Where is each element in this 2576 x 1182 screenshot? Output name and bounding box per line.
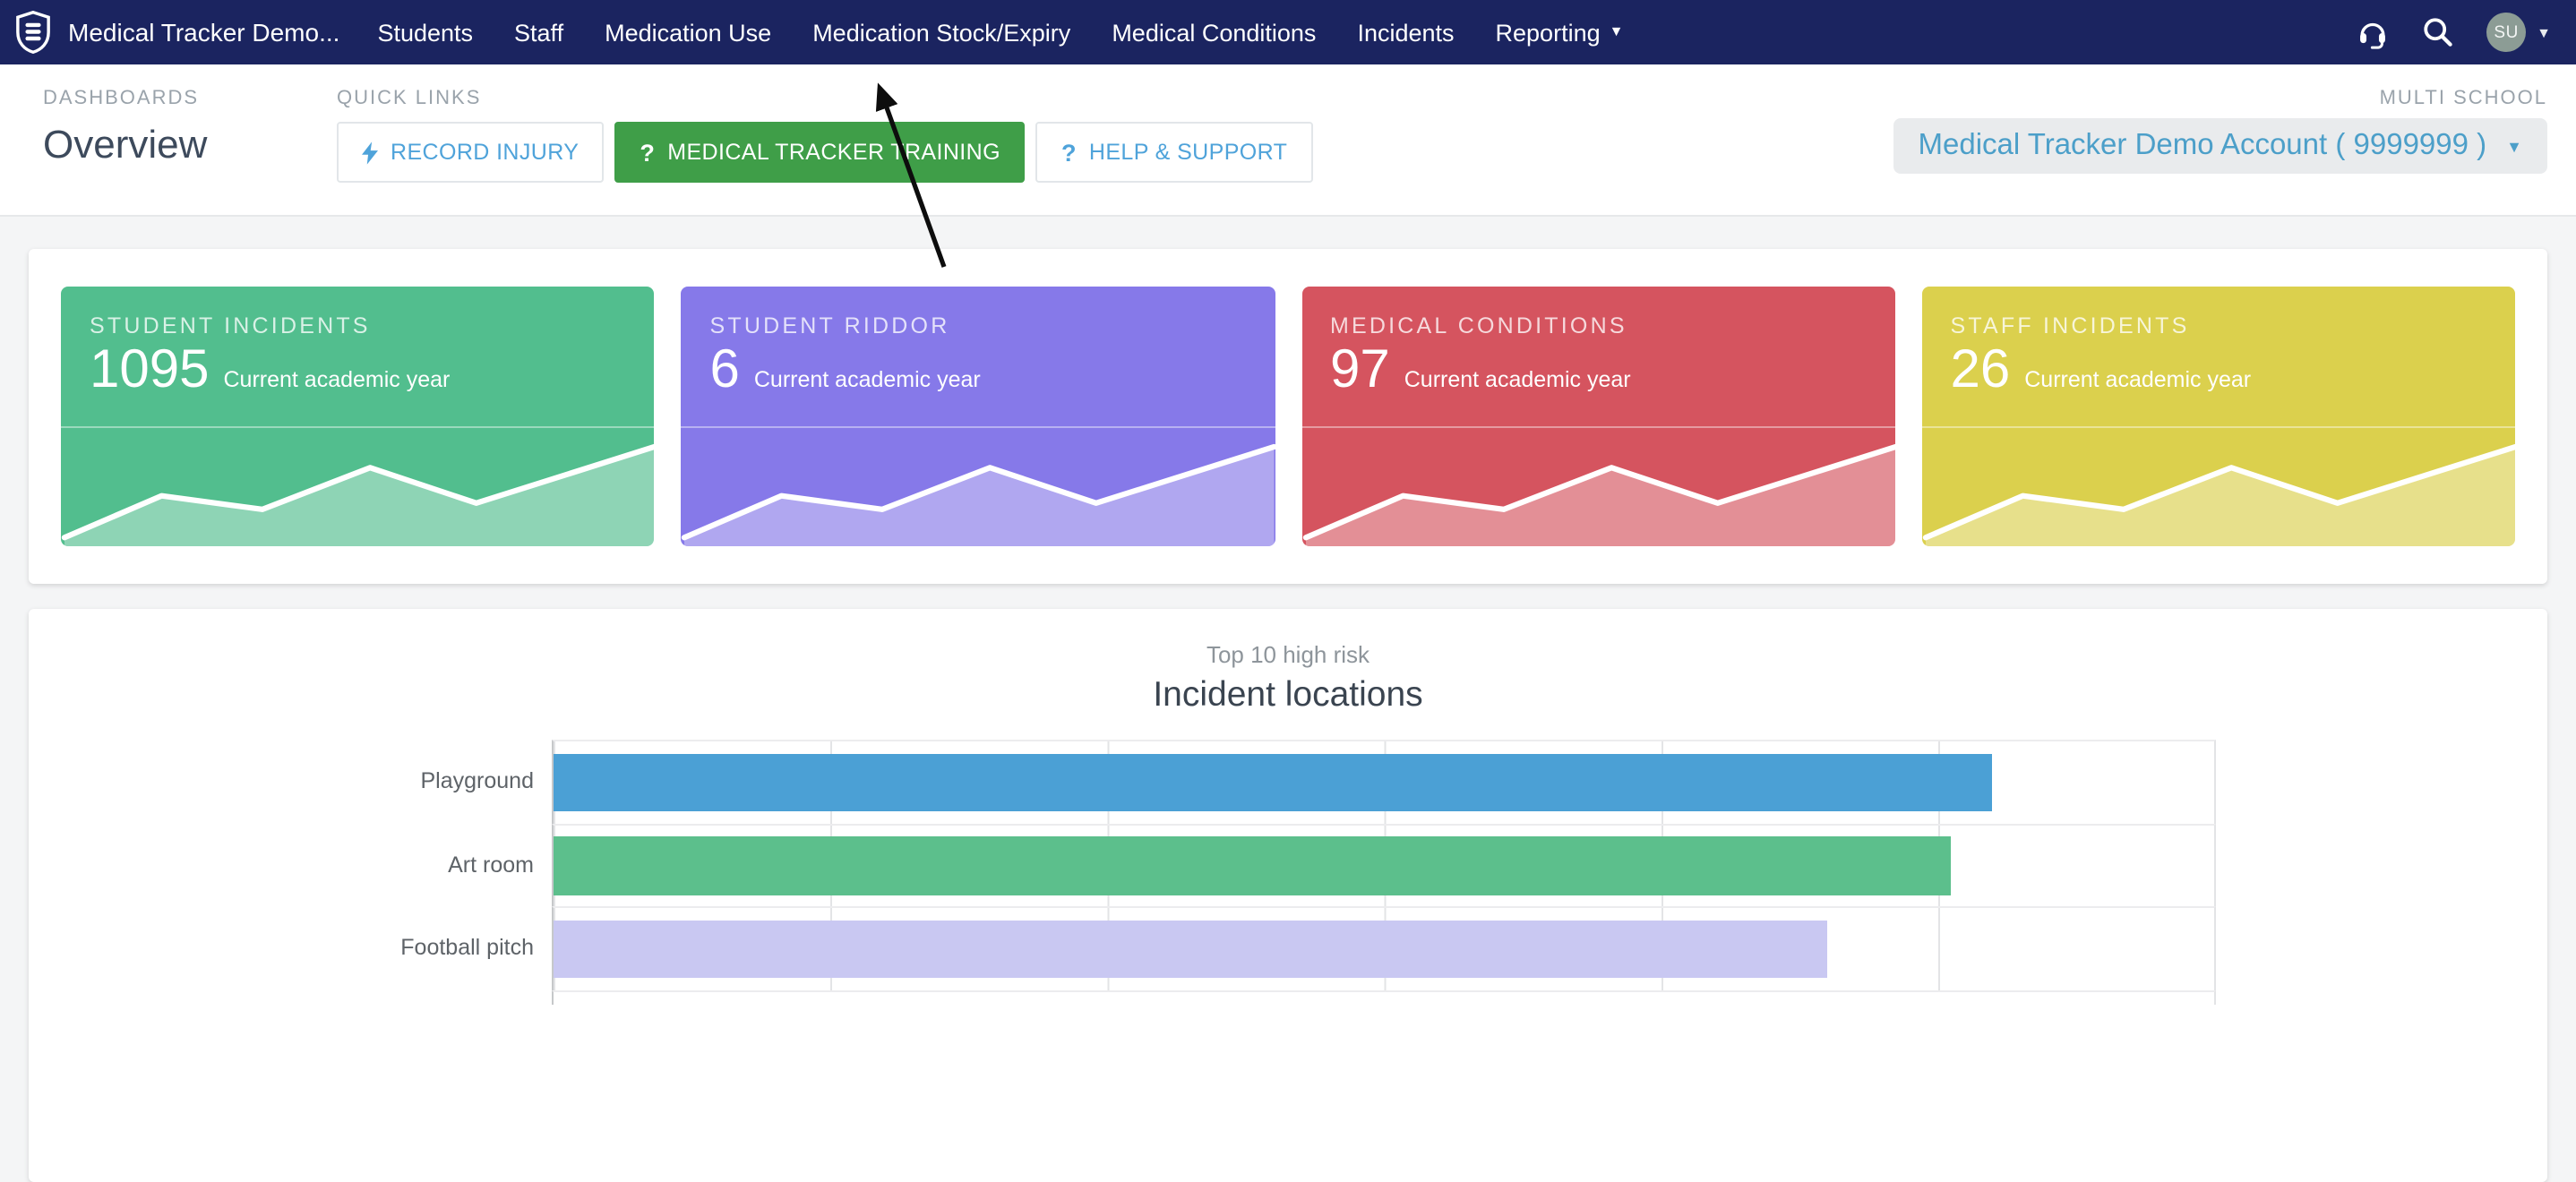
incident-locations-panel: Top 10 high risk Incident locations Play… bbox=[29, 609, 2547, 1182]
stat-card-student-incidents[interactable]: STUDENT INCIDENTS 1095 Current academic ye… bbox=[61, 287, 655, 546]
chart-category-label: Football pitch bbox=[400, 935, 534, 961]
school-selector-value: Medical Tracker Demo Account ( 9999999 ) bbox=[1918, 129, 2487, 161]
navbar-item-students[interactable]: Students bbox=[377, 19, 474, 46]
chart-row-art-room: Art room bbox=[29, 823, 2216, 906]
shield-logo-icon bbox=[16, 11, 50, 54]
stat-card-student-riddor[interactable]: STUDENT RIDDOR 6 Current academic year bbox=[681, 287, 1275, 546]
navbar-item-medication-use[interactable]: Medication Use bbox=[605, 19, 772, 46]
chart-track bbox=[552, 906, 2216, 989]
chart-subtitle: Top 10 high risk bbox=[1206, 641, 1370, 668]
quick-link-label: MEDICAL TRACKER TRAINING bbox=[667, 140, 1000, 165]
chevron-down-icon: ▼ bbox=[1609, 23, 1624, 39]
chart-row-clipped bbox=[29, 989, 2216, 1004]
avatar[interactable]: SU bbox=[2486, 13, 2527, 52]
stat-card-title: STUDENT INCIDENTS bbox=[90, 313, 371, 338]
stat-card-subtitle: Current academic year bbox=[1404, 367, 1631, 392]
bolt-icon bbox=[362, 141, 378, 164]
stat-card-head: STUDENT RIDDOR 6 Current academic year bbox=[682, 287, 1275, 402]
chart-bar-football-pitch bbox=[554, 920, 1827, 978]
navbar-right: SU ▼ bbox=[2354, 13, 2551, 52]
main-content: STUDENT INCIDENTS 1095 Current academic ye… bbox=[0, 249, 2576, 1182]
chart-plot: Playground Art room Football pitch bbox=[29, 740, 2216, 1004]
sparkline-chart bbox=[1301, 426, 1895, 546]
quick-link-label: HELP & SUPPORT bbox=[1088, 140, 1288, 165]
page-title: Overview bbox=[43, 122, 208, 167]
stat-card-subtitle: Current academic year bbox=[753, 367, 981, 392]
stat-card-staff-incidents[interactable]: STAFF INCIDENTS 26 Current academic year bbox=[1921, 287, 2516, 546]
multi-school-label: MULTI SCHOOL bbox=[2379, 88, 2547, 109]
chart-track bbox=[552, 823, 2216, 906]
stat-card-head: STUDENT INCIDENTS 1095 Current academic ye… bbox=[61, 287, 655, 402]
stat-card-value-row: 1095 Current academic year bbox=[90, 340, 626, 402]
navbar-menu: Students Staff Medication Use Medication St… bbox=[377, 19, 1623, 46]
stat-card-value-row: 26 Current academic year bbox=[1951, 340, 2487, 402]
stat-card-value-row: 97 Current academic year bbox=[1330, 340, 1867, 402]
brand-name: Medical Tracker Demo... bbox=[68, 18, 340, 47]
navbar-item-reporting[interactable]: Reporting ▼ bbox=[1495, 19, 1624, 46]
chart-track bbox=[552, 740, 2216, 823]
navbar-item-staff[interactable]: Staff bbox=[514, 19, 564, 46]
quick-links-label: QUICK LINKS bbox=[337, 88, 482, 109]
question-icon: ? bbox=[640, 139, 656, 166]
top-navbar: Medical Tracker Demo... Students Staff Med… bbox=[0, 0, 2576, 64]
navbar-item-incidents[interactable]: Incidents bbox=[1357, 19, 1455, 46]
school-selector-dropdown[interactable]: Medical Tracker Demo Account ( 9999999 )… bbox=[1893, 118, 2547, 174]
stat-card-value: 1095 bbox=[90, 340, 210, 399]
chart-category-label: Art room bbox=[448, 852, 534, 878]
dashboards-label: DASHBOARDS bbox=[43, 88, 200, 109]
record-injury-button[interactable]: RECORD INJURY bbox=[337, 122, 605, 183]
sparkline-chart bbox=[61, 426, 655, 546]
stat-card-head: STAFF INCIDENTS 26 Current academic year bbox=[1922, 287, 2516, 402]
help-support-button[interactable]: ? HELP & SUPPORT bbox=[1035, 122, 1313, 183]
chart-row-playground: Playground bbox=[29, 740, 2216, 823]
chart-title: Incident locations bbox=[1153, 675, 1423, 715]
dashboards-block: DASHBOARDS Overview bbox=[43, 88, 207, 168]
sparkline-chart bbox=[681, 426, 1275, 546]
stat-card-head: MEDICAL CONDITIONS 97 Current academic yea… bbox=[1301, 287, 1895, 402]
quick-link-label: RECORD INJURY bbox=[391, 140, 580, 165]
stat-cards-row: STUDENT INCIDENTS 1095 Current academic ye… bbox=[61, 287, 2515, 546]
stat-card-medical-conditions[interactable]: MEDICAL CONDITIONS 97 Current academic yea… bbox=[1301, 287, 1895, 546]
stat-cards-panel: STUDENT INCIDENTS 1095 Current academic ye… bbox=[29, 249, 2547, 584]
stat-card-subtitle: Current academic year bbox=[2024, 367, 2252, 392]
question-icon: ? bbox=[1060, 139, 1077, 166]
chart-bar-playground bbox=[554, 753, 1993, 811]
page-header: DASHBOARDS Overview QUICK LINKS RECORD I… bbox=[0, 64, 2576, 217]
navbar-item-medical-conditions[interactable]: Medical Conditions bbox=[1112, 19, 1317, 46]
stat-card-value: 6 bbox=[709, 340, 740, 399]
quick-links-block: QUICK LINKS RECORD INJURY? MEDICAL TRACKE… bbox=[337, 88, 1313, 183]
chart-track bbox=[552, 989, 2216, 1004]
chart-category-label: Playground bbox=[420, 768, 535, 794]
chart-row-football-pitch: Football pitch bbox=[29, 906, 2216, 989]
sparkline-chart bbox=[1921, 426, 2515, 546]
stat-card-title: STAFF INCIDENTS bbox=[1950, 313, 2190, 338]
user-menu[interactable]: SU ▼ bbox=[2486, 13, 2551, 52]
navbar-item-medication-stock-expiry[interactable]: Medication Stock/Expiry bbox=[812, 19, 1071, 46]
stat-card-subtitle: Current academic year bbox=[223, 367, 451, 392]
chart-bar-art-room bbox=[554, 836, 1952, 895]
brand[interactable]: Medical Tracker Demo... bbox=[14, 11, 339, 54]
support-headset-icon[interactable] bbox=[2354, 14, 2390, 50]
medical-tracker-training-button[interactable]: ? MEDICAL TRACKER TRAINING bbox=[614, 122, 1026, 183]
stat-card-value: 97 bbox=[1330, 340, 1390, 399]
stat-card-value: 26 bbox=[1950, 340, 2011, 399]
stat-card-title: STUDENT RIDDOR bbox=[709, 313, 950, 338]
multi-school-block: MULTI SCHOOL Medical Tracker Demo Accoun… bbox=[1893, 88, 2547, 174]
stat-card-value-row: 6 Current academic year bbox=[710, 340, 1247, 402]
search-icon[interactable] bbox=[2420, 14, 2456, 50]
chevron-down-icon: ▼ bbox=[2506, 137, 2522, 155]
chart-category-label bbox=[29, 989, 552, 1004]
quick-links-row: RECORD INJURY? MEDICAL TRACKER TRAINING? H… bbox=[337, 122, 1313, 183]
stat-card-title: MEDICAL CONDITIONS bbox=[1330, 313, 1627, 338]
chevron-down-icon: ▼ bbox=[2537, 24, 2551, 40]
